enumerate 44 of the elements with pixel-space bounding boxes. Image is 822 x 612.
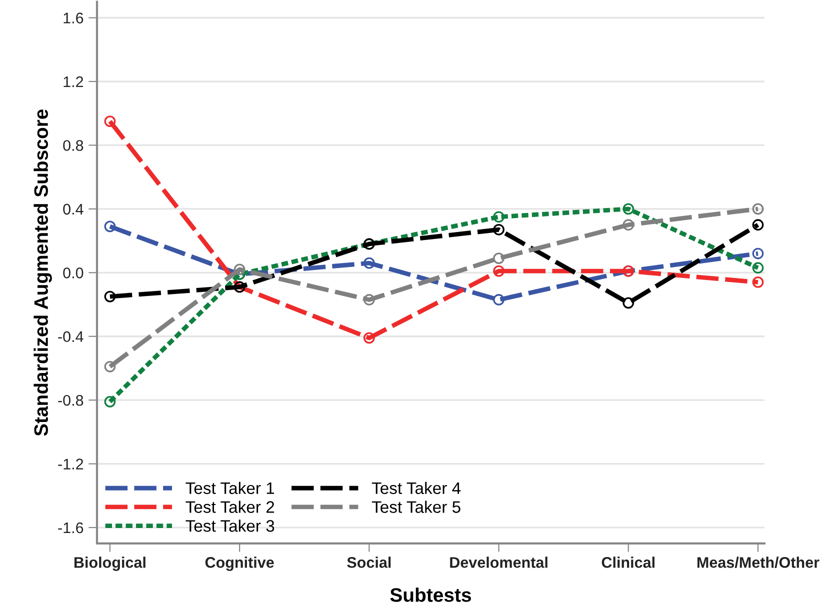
y-tick-label: 0.4	[63, 204, 84, 215]
point	[493, 252, 504, 264]
x-tick-label: Biological	[74, 556, 146, 571]
y-tick-label: 1.6	[64, 12, 84, 24]
point	[752, 276, 764, 288]
x-tick-label: Clinical	[602, 556, 654, 568]
point	[104, 220, 116, 232]
point	[752, 219, 764, 231]
point	[363, 257, 375, 269]
x-tick-label: Develomental	[450, 556, 548, 568]
point	[104, 290, 116, 302]
x-tick-label: Cognitive	[205, 556, 274, 571]
point	[104, 116, 116, 128]
legend-label: Test Taker 1	[186, 482, 274, 494]
legend-label: Test Taker 4	[372, 482, 461, 494]
point	[752, 262, 764, 274]
y-tick-label: -0.4	[58, 331, 84, 342]
point	[363, 332, 375, 344]
point	[622, 219, 634, 231]
y-tick-label: -1.6	[58, 522, 84, 534]
legend-label: Test Taker 5	[372, 500, 460, 513]
x-tick-label: Meas/Meth/Other	[697, 556, 820, 568]
point	[493, 224, 504, 236]
point	[104, 360, 116, 372]
point	[493, 294, 504, 306]
point	[622, 203, 634, 215]
point	[234, 264, 246, 276]
point	[752, 248, 764, 260]
y-tick-label: -0.8	[58, 394, 84, 406]
x-axis-title: Subtests	[390, 588, 471, 602]
x-tick-label: Social	[347, 556, 391, 568]
legend-label: Test Taker 2	[186, 500, 274, 513]
y-tick-label: -1.2	[58, 458, 84, 470]
y-tick-label: 0.8	[63, 140, 84, 151]
y-tick-label: 1.2	[64, 76, 84, 88]
point	[622, 297, 634, 309]
point	[752, 203, 764, 215]
legend-label: Test Taker 3	[186, 520, 274, 532]
point	[493, 211, 504, 223]
point	[104, 396, 116, 408]
point	[493, 265, 504, 277]
y-tick-label: 0.0	[63, 268, 84, 278]
point	[363, 294, 375, 306]
y-axis-title: Standardized Augmented Subscore	[34, 109, 52, 436]
